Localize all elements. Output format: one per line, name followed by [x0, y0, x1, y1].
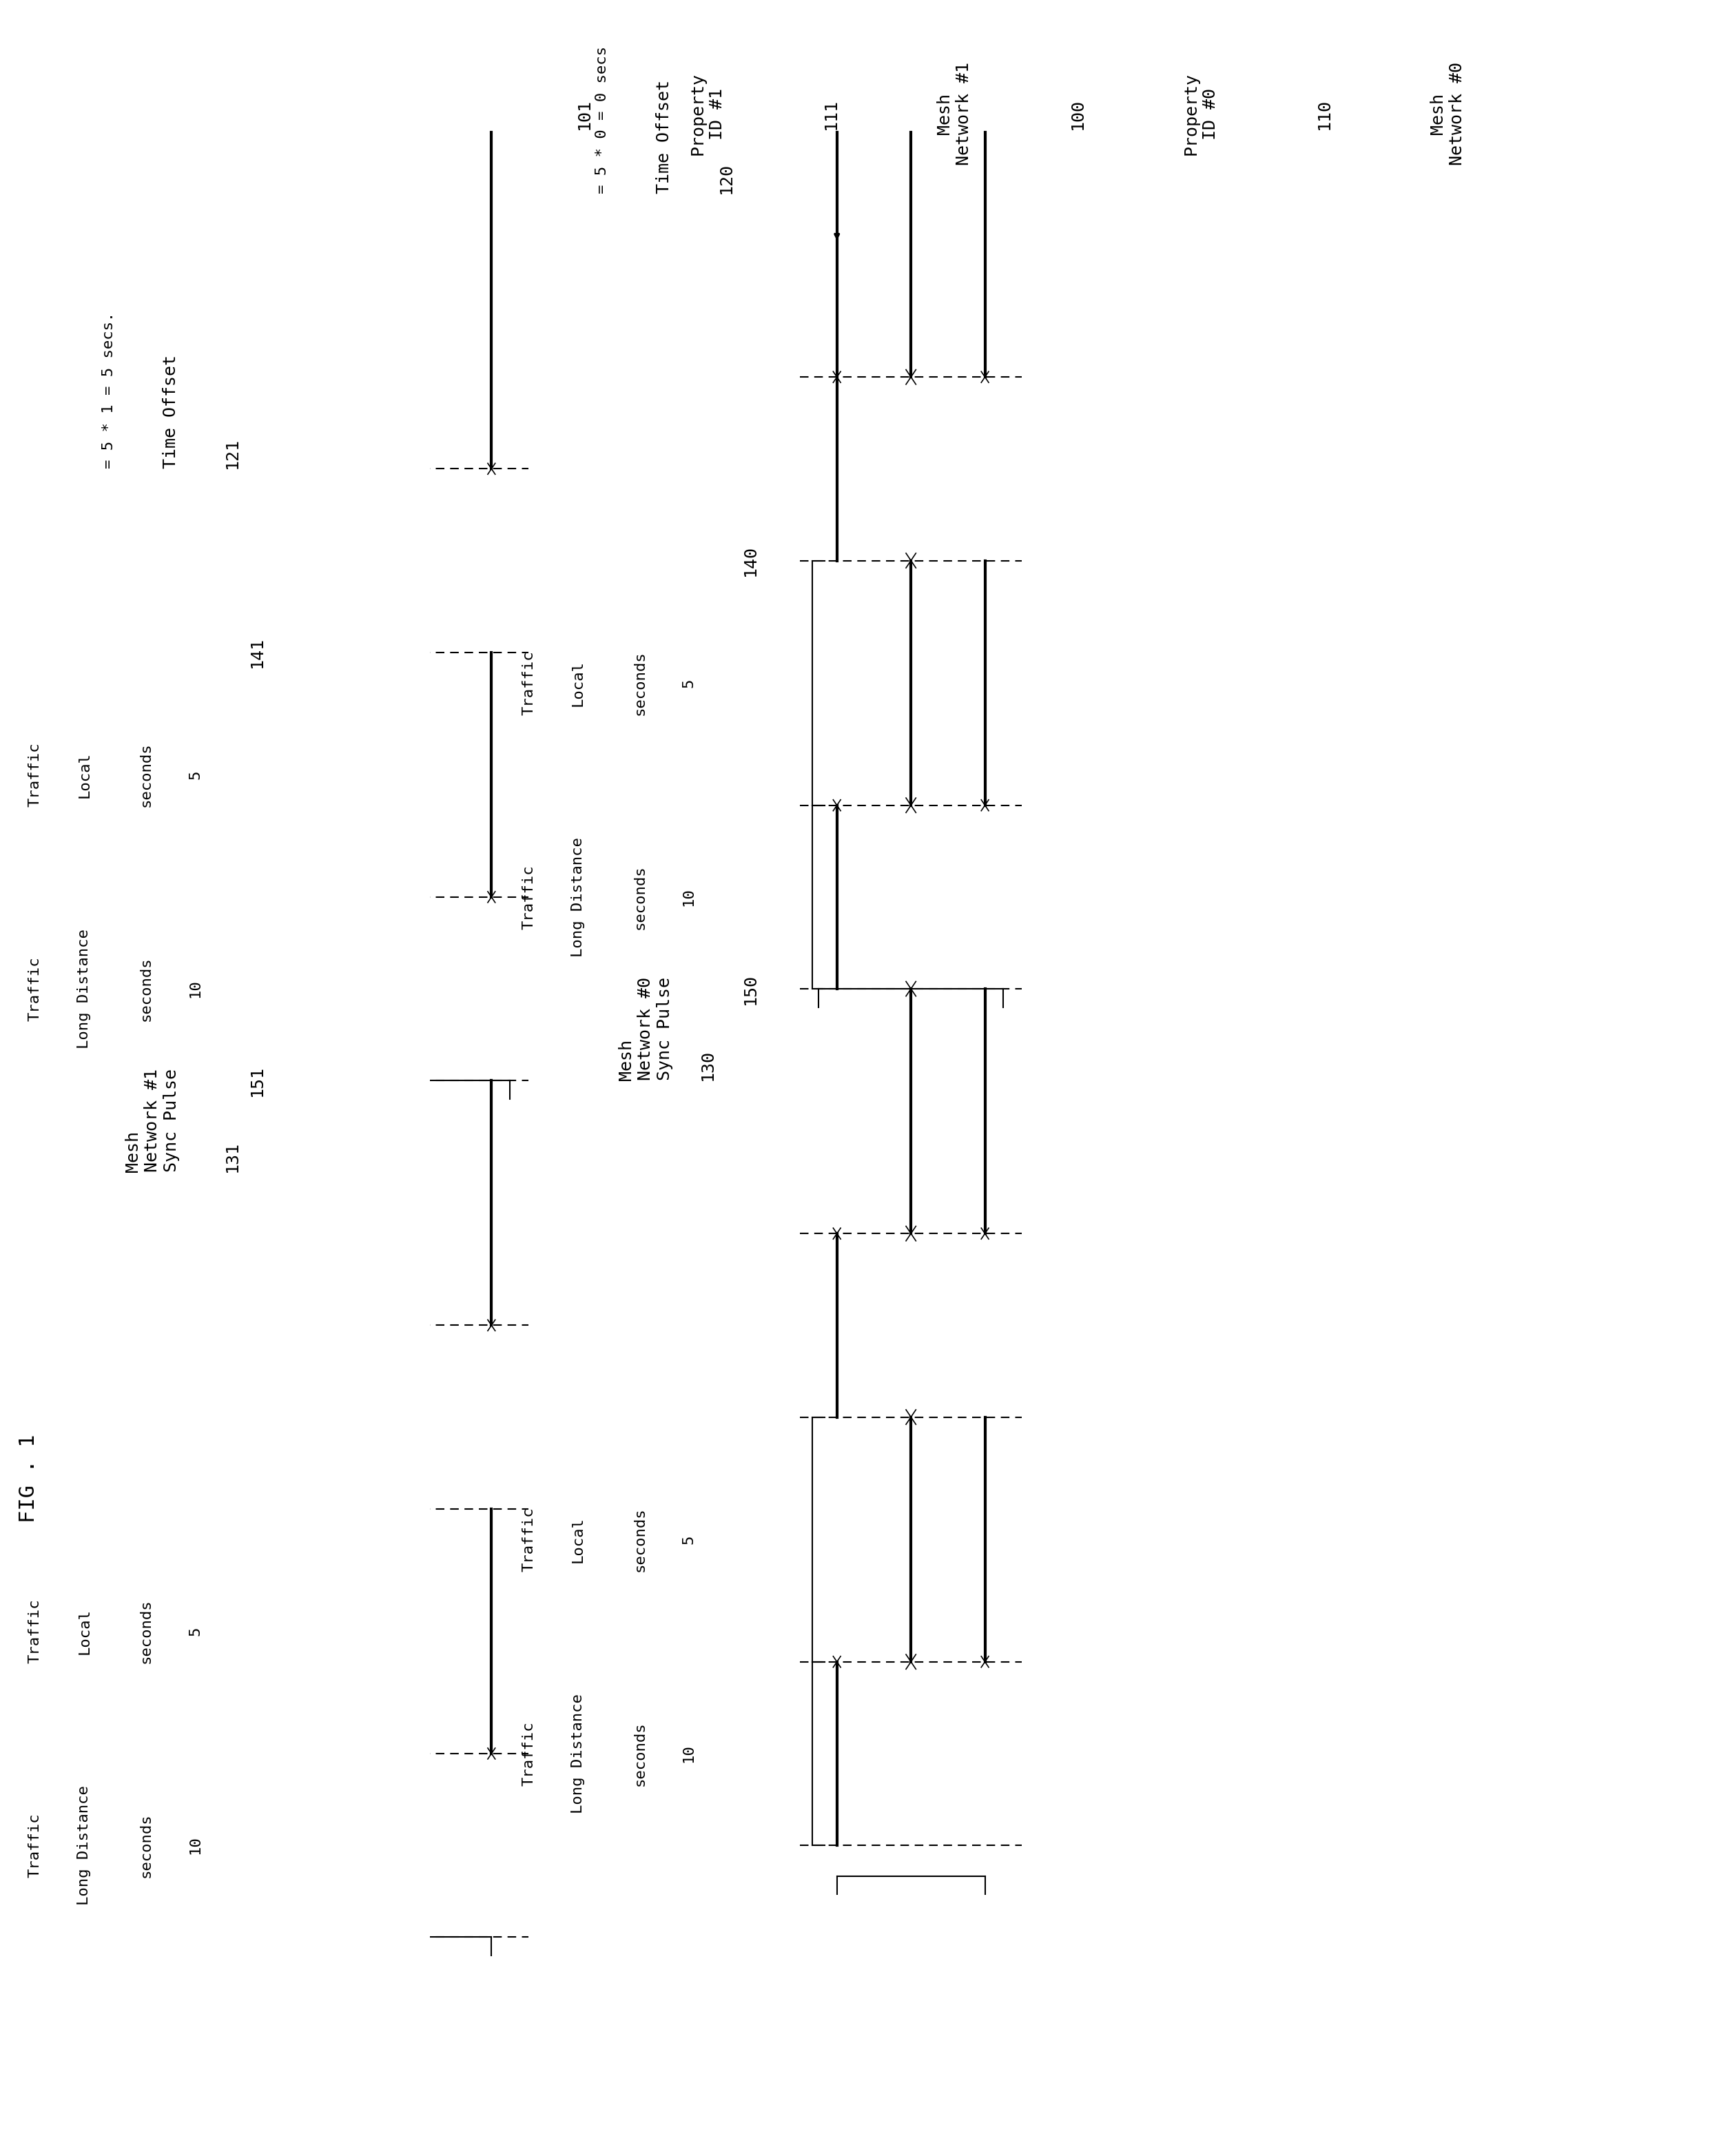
Text: 141: 141 [249, 636, 265, 668]
Text: Traffic: Traffic [521, 1720, 535, 1785]
Text: 101: 101 [576, 99, 592, 129]
Text: 110: 110 [1317, 99, 1332, 129]
Text: 5: 5 [189, 770, 202, 778]
Text: 130: 130 [699, 1050, 716, 1080]
Text: seconds: seconds [138, 957, 152, 1022]
Text: Time Offset: Time Offset [163, 356, 178, 468]
Text: 150: 150 [742, 972, 759, 1005]
Text: 10: 10 [189, 1837, 202, 1854]
Text: = 5 * 1 = 5 secs.: = 5 * 1 = 5 secs. [102, 313, 116, 468]
Text: 5: 5 [682, 1535, 695, 1544]
Text: = 5 * 0 = 0 secs: = 5 * 0 = 0 secs [595, 45, 609, 194]
Text: Long Distance: Long Distance [78, 1785, 92, 1906]
Text: Traffic: Traffic [521, 1507, 535, 1572]
Text: Mesh
Network #1
Sync Pulse: Mesh Network #1 Sync Pulse [125, 1069, 180, 1173]
Text: seconds: seconds [633, 1720, 647, 1785]
Text: seconds: seconds [138, 1600, 152, 1664]
Text: seconds: seconds [633, 1507, 647, 1572]
Text: Local: Local [571, 1516, 585, 1563]
Text: Mesh
Network #0: Mesh Network #0 [1429, 63, 1465, 166]
Text: seconds: seconds [633, 651, 647, 716]
Text: 120: 120 [718, 162, 734, 194]
Text: Local: Local [78, 752, 92, 798]
Text: 10: 10 [682, 1744, 695, 1764]
Text: 111: 111 [822, 99, 839, 129]
Text: 131: 131 [225, 1141, 240, 1173]
Text: Mesh
Network #0
Sync Pulse: Mesh Network #0 Sync Pulse [618, 977, 673, 1080]
Text: Local: Local [571, 660, 585, 705]
Text: 100: 100 [1069, 99, 1086, 129]
Text: Long Distance: Long Distance [78, 929, 92, 1048]
Text: FIG . 1: FIG . 1 [19, 1434, 38, 1522]
Text: 5: 5 [682, 679, 695, 688]
Text: seconds: seconds [138, 1813, 152, 1878]
Text: Local: Local [78, 1608, 92, 1654]
Text: 10: 10 [682, 888, 695, 906]
Text: 140: 140 [742, 545, 759, 576]
Text: Mesh
Network #1: Mesh Network #1 [936, 63, 972, 166]
Text: 10: 10 [189, 979, 202, 998]
Text: Time Offset: Time Offset [656, 80, 673, 194]
Text: 151: 151 [249, 1065, 265, 1095]
Text: seconds: seconds [138, 742, 152, 806]
Text: Traffic: Traffic [28, 1813, 42, 1878]
Text: Traffic: Traffic [28, 742, 42, 806]
Text: 5: 5 [189, 1626, 202, 1636]
Text: Traffic: Traffic [28, 1600, 42, 1664]
Text: Property
ID #1: Property ID #1 [690, 73, 725, 155]
Text: Long Distance: Long Distance [571, 837, 585, 957]
Text: Traffic: Traffic [521, 651, 535, 716]
Text: Traffic: Traffic [28, 957, 42, 1022]
Text: Traffic: Traffic [521, 865, 535, 929]
Text: Long Distance: Long Distance [571, 1695, 585, 1813]
Text: 121: 121 [225, 438, 240, 468]
Text: seconds: seconds [633, 865, 647, 929]
Text: Property
ID #0: Property ID #0 [1183, 73, 1218, 155]
